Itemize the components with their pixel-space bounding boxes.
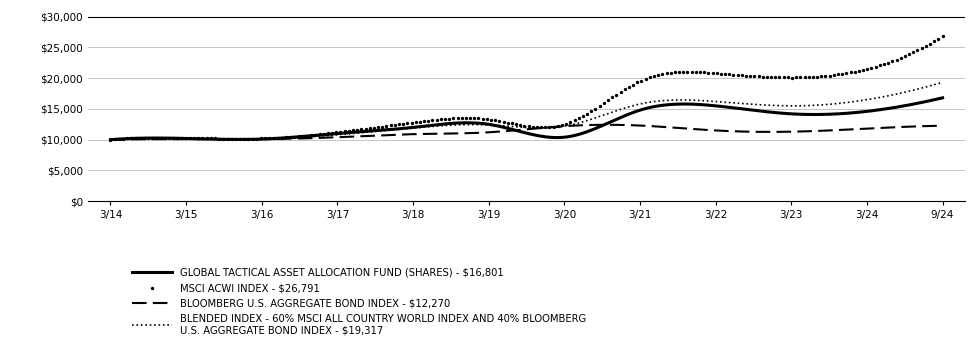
Legend: GLOBAL TACTICAL ASSET ALLOCATION FUND (SHARES) - $16,801, MSCI ACWI INDEX - $26,: GLOBAL TACTICAL ASSET ALLOCATION FUND (S… xyxy=(128,263,590,340)
